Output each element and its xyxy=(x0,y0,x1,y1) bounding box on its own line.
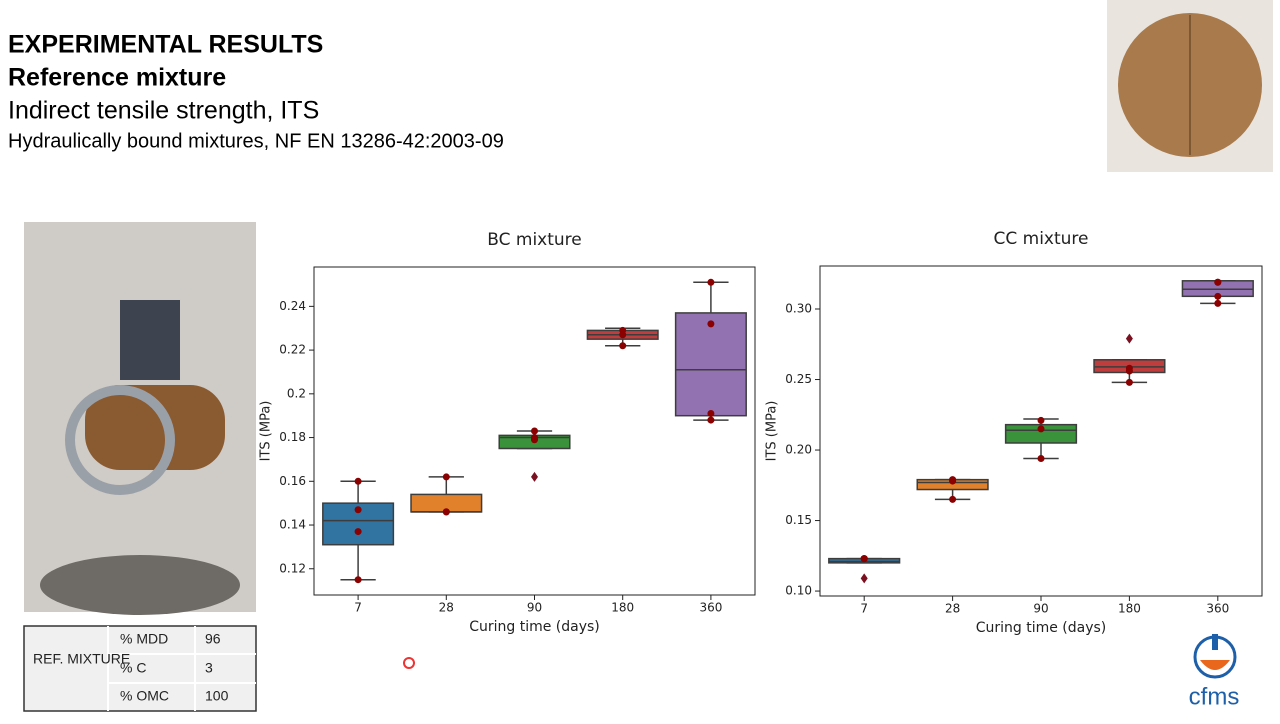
data-point xyxy=(531,436,538,444)
data-point xyxy=(619,331,627,339)
x-tick-label: 7 xyxy=(860,602,868,616)
data-point xyxy=(354,477,362,485)
x-axis-label: Curing time (days) xyxy=(469,619,600,635)
data-point xyxy=(354,506,362,514)
x-tick-label: 7 xyxy=(354,601,362,615)
x-tick-label: 28 xyxy=(439,601,454,615)
data-point xyxy=(1037,425,1045,433)
outlier xyxy=(531,471,538,482)
y-axis-label: ITS (MPa) xyxy=(259,401,274,462)
data-point xyxy=(442,508,450,516)
data-point xyxy=(707,410,715,418)
data-point xyxy=(707,278,715,286)
y-tick-label: 0.16 xyxy=(279,474,306,488)
outlier xyxy=(1125,333,1133,344)
data-point xyxy=(1214,299,1222,307)
heading: Indirect tensile strength, ITS xyxy=(8,97,319,125)
data-point xyxy=(860,555,868,563)
data-point xyxy=(707,320,715,328)
data-point xyxy=(1214,292,1222,300)
table-cell: 3 xyxy=(205,660,213,676)
y-tick-label: 0.24 xyxy=(279,299,306,313)
x-tick-label: 90 xyxy=(527,601,542,615)
y-tick-label: 0.15 xyxy=(785,513,812,527)
specimen-photo xyxy=(1107,0,1273,172)
box xyxy=(1004,423,1078,444)
box xyxy=(674,312,747,417)
y-tick-label: 0.25 xyxy=(785,372,812,386)
logo-text: cfms xyxy=(1189,683,1240,710)
y-tick-label: 0.22 xyxy=(279,343,306,357)
outlier xyxy=(860,573,868,584)
cursor-pointer xyxy=(403,657,415,669)
data-point xyxy=(619,342,627,350)
table-label: REF. MIXTURE xyxy=(33,651,130,667)
y-tick-label: 0.20 xyxy=(785,443,812,457)
table-cell: 100 xyxy=(205,688,229,704)
y-axis-label: ITS (MPa) xyxy=(765,401,780,462)
y-tick-label: 0.30 xyxy=(785,302,812,316)
data-point xyxy=(949,495,957,503)
data-point xyxy=(354,576,362,584)
table-cell: % C xyxy=(120,660,146,676)
y-tick-label: 0.12 xyxy=(279,561,306,575)
standard: Hydraulically bound mixtures, NF EN 1328… xyxy=(8,130,504,152)
data-point xyxy=(1125,367,1133,375)
title: EXPERIMENTAL RESULTS xyxy=(8,31,323,59)
data-point xyxy=(531,427,538,435)
test-rig-photo xyxy=(24,222,256,615)
data-point xyxy=(354,528,362,536)
x-tick-label: 180 xyxy=(1118,602,1141,616)
table-cell: % MDD xyxy=(120,631,168,647)
x-tick-label: 180 xyxy=(611,601,634,615)
subtitle: Reference mixture xyxy=(8,64,226,92)
y-tick-label: 0.2 xyxy=(287,386,306,400)
data-point xyxy=(707,416,715,424)
y-tick-label: 0.10 xyxy=(785,584,812,598)
table-cell: 96 xyxy=(205,631,221,647)
data-point xyxy=(1037,455,1045,462)
chart-title: BC mixture xyxy=(487,230,582,250)
x-tick-label: 360 xyxy=(699,601,722,615)
mixture-table: REF. MIXTURE % MDD 96 % C 3 % OMC 100 xyxy=(23,625,257,712)
y-tick-label: 0.14 xyxy=(279,518,306,532)
data-point xyxy=(1037,416,1045,424)
data-point xyxy=(1214,278,1222,286)
x-tick-label: 28 xyxy=(945,602,960,616)
table-cell: % OMC xyxy=(120,688,169,704)
data-point xyxy=(442,473,450,481)
x-tick-label: 360 xyxy=(1206,602,1229,616)
y-tick-label: 0.18 xyxy=(279,430,306,444)
x-axis-label: Curing time (days) xyxy=(976,620,1107,636)
x-tick-label: 90 xyxy=(1033,602,1048,616)
data-point xyxy=(1125,378,1133,386)
chart-title: CC mixture xyxy=(993,229,1088,249)
data-point xyxy=(949,477,957,485)
logo: cfms xyxy=(1189,634,1240,710)
